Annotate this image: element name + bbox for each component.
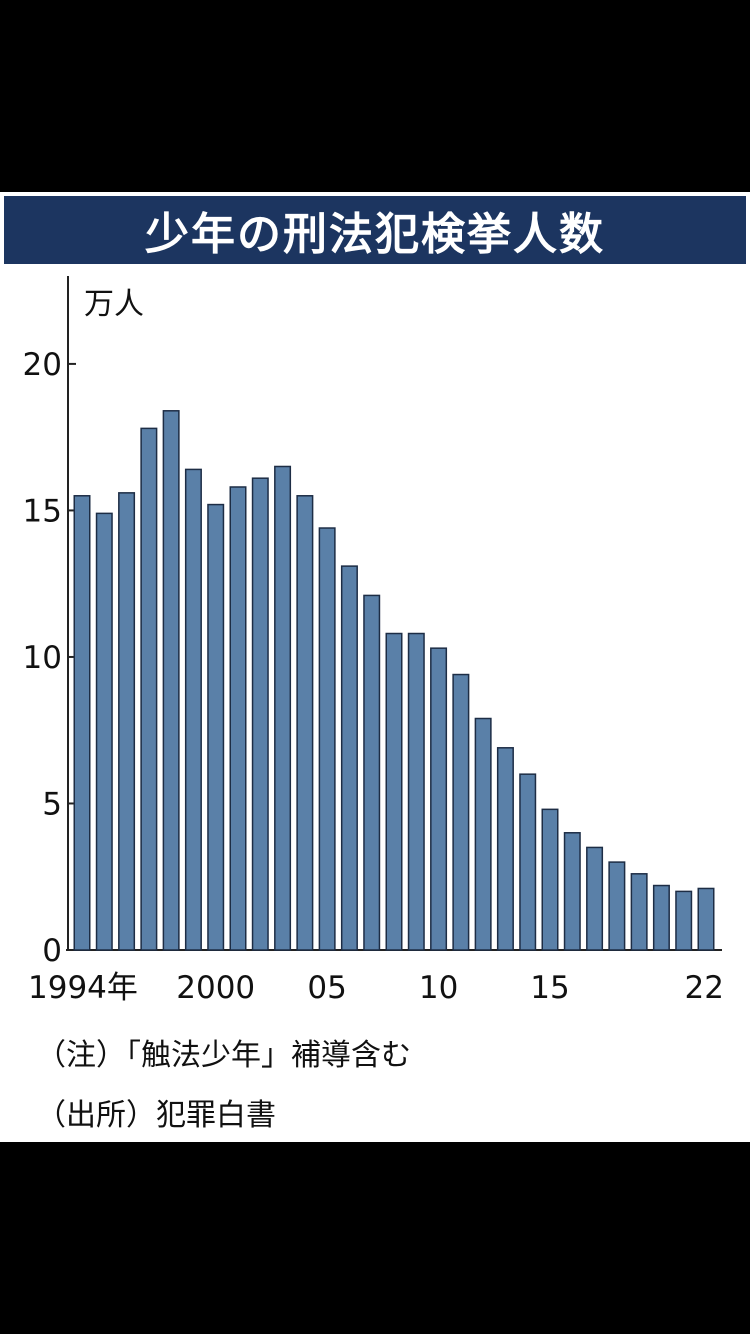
- bar-1996: [118, 492, 136, 951]
- y-tick-label: 15: [23, 493, 62, 529]
- bar-2003: [274, 465, 292, 951]
- bar-2006: [340, 565, 358, 951]
- bar-2000: [207, 503, 225, 951]
- bar-2020: [652, 884, 670, 951]
- bar-2001: [229, 486, 247, 951]
- bar-1998: [162, 410, 180, 951]
- x-axis-ticks: 1994年 2000 05 10 15 22: [28, 970, 724, 1006]
- bar-2005: [318, 527, 336, 951]
- x-tick-label-2015: 15: [530, 970, 569, 1006]
- chart-card: 少年の刑法犯検挙人数 万人 0 5 10 15 20 1994年 2000 05 10 15 22…: [0, 192, 750, 1142]
- bar-2002: [251, 477, 269, 951]
- bar-2009: [407, 632, 425, 951]
- bar-2004: [296, 495, 314, 951]
- x-tick-label-2000: 2000: [176, 970, 255, 1006]
- x-tick-label-1994: 1994年: [28, 970, 138, 1006]
- y-axis-ticks: 0 5 10 15 20: [23, 347, 76, 969]
- bar-2007: [363, 594, 381, 951]
- y-tick-label: 20: [23, 347, 62, 383]
- bar-2019: [630, 873, 648, 951]
- bar-2014: [519, 773, 537, 951]
- bar-2022: [697, 887, 715, 951]
- y-axis-unit-label: 万人: [84, 287, 144, 322]
- bar-1997: [140, 427, 158, 951]
- bar-2013: [496, 747, 514, 951]
- bar-2010: [430, 647, 448, 951]
- x-tick-label-2010: 10: [419, 970, 458, 1006]
- bars: [73, 410, 715, 951]
- x-tick-label-2022: 22: [685, 970, 724, 1006]
- bar-2018: [608, 861, 626, 951]
- note-text: （注）「触法少年」補導含む: [36, 1038, 411, 1073]
- bar-1999: [184, 468, 202, 951]
- bar-1994: [73, 495, 91, 951]
- bar-2008: [385, 632, 403, 951]
- y-tick-label: 5: [42, 786, 62, 822]
- y-tick-label: 10: [23, 640, 62, 676]
- source-text: （出所）犯罪白書: [36, 1098, 276, 1133]
- x-tick-label-2005: 05: [307, 970, 346, 1006]
- chart-title: 少年の刑法犯検挙人数: [4, 196, 746, 264]
- bar-1995: [95, 512, 113, 951]
- bar-2015: [541, 808, 559, 951]
- bar-2012: [474, 717, 492, 951]
- bar-2021: [675, 890, 693, 951]
- y-tick-label: 0: [42, 933, 62, 969]
- bar-2017: [586, 846, 604, 951]
- bar-2011: [452, 673, 470, 951]
- bar-2016: [563, 832, 581, 951]
